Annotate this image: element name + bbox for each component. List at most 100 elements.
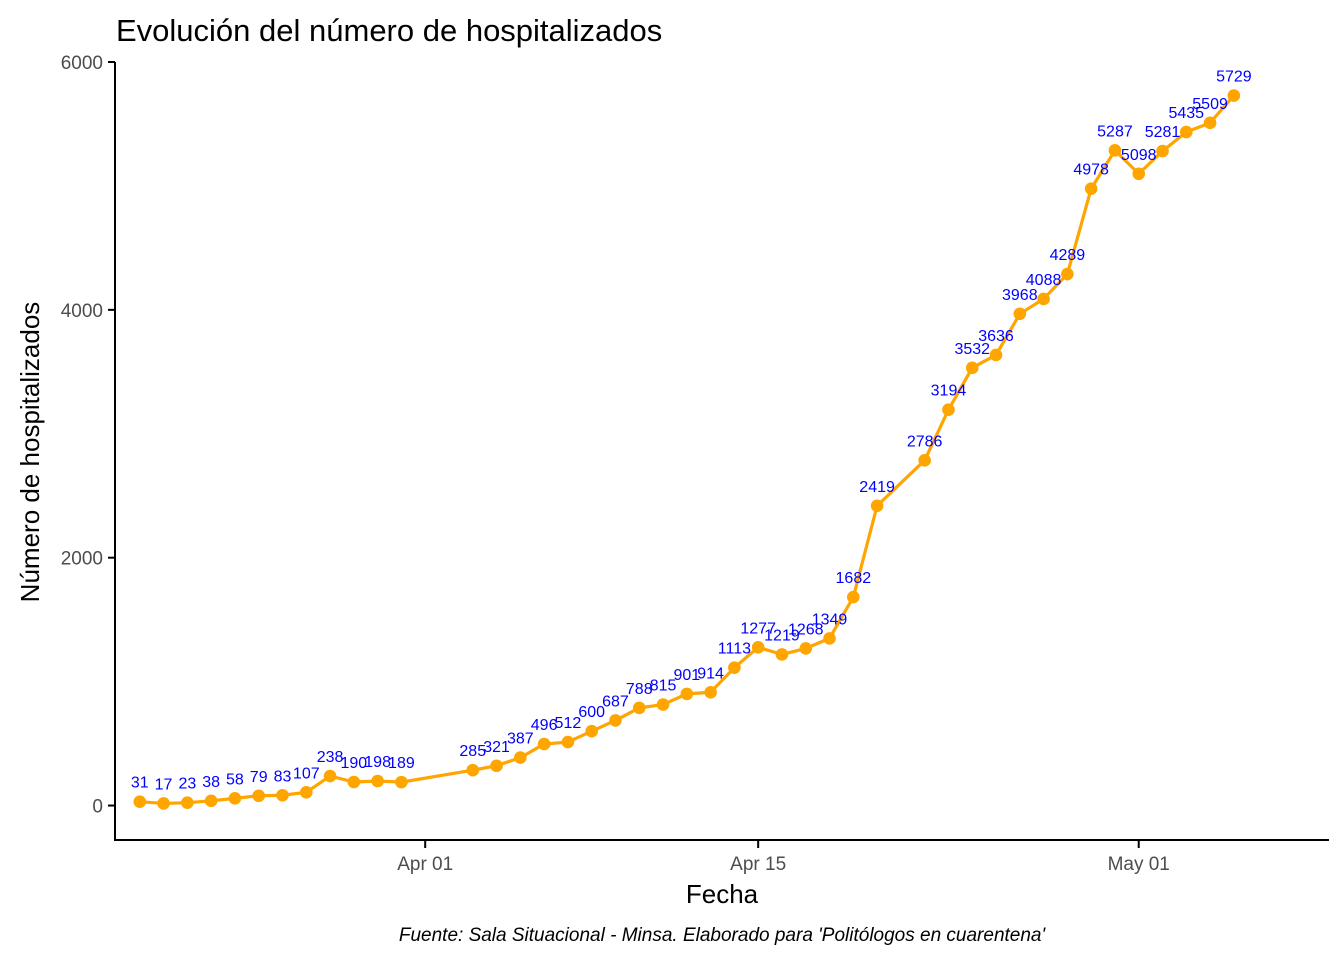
data-label: 5098 — [1121, 147, 1157, 164]
data-label: 4088 — [1026, 272, 1062, 289]
data-label: 285 — [459, 743, 486, 760]
plot-area: 31 17 23 38 58 79 83 10723819019818928532138749… — [131, 69, 1252, 810]
data-point — [1179, 125, 1193, 139]
data-label: 3194 — [931, 383, 967, 400]
data-label: 1349 — [812, 611, 848, 628]
data-point — [823, 632, 836, 645]
data-label: 58 — [226, 771, 244, 788]
data-label: 5435 — [1168, 105, 1204, 122]
data-label: 387 — [507, 731, 534, 748]
data-label: 4978 — [1073, 162, 1109, 179]
data-label: 5281 — [1145, 124, 1181, 141]
data-label: 107 — [293, 765, 320, 782]
data-point — [537, 737, 551, 751]
data-label: 1219 — [764, 627, 800, 644]
data-point — [704, 685, 717, 699]
data-point — [1108, 144, 1122, 157]
data-label: 687 — [602, 693, 629, 710]
data-point — [680, 687, 694, 701]
data-point — [989, 348, 1003, 362]
data-label: 190 — [340, 755, 367, 772]
data-point — [942, 403, 955, 417]
data-point — [276, 788, 289, 802]
data-label: 2786 — [907, 433, 943, 450]
data-label: 5287 — [1097, 123, 1133, 140]
chart-caption: Fuente: Sala Situacional - Minsa. Elabor… — [399, 925, 1047, 946]
data-point — [395, 775, 408, 789]
data-point — [466, 763, 480, 777]
data-point — [1132, 167, 1146, 181]
data-point — [371, 774, 384, 788]
data-point — [561, 735, 575, 749]
chart-title: Evolución del número de hospitalizados — [116, 13, 662, 48]
x-axis-title: Fecha — [686, 879, 759, 909]
data-label: 38 — [202, 774, 220, 791]
data-label: 815 — [650, 678, 677, 695]
y-axis-title: Número de hospitalizados — [15, 302, 45, 603]
data-point — [847, 590, 860, 604]
data-point — [1013, 307, 1027, 321]
y-tick-label: 6000 — [61, 53, 103, 74]
data-point — [585, 724, 598, 738]
x-tick-label: Apr 15 — [730, 854, 786, 875]
data-point — [799, 642, 813, 655]
data-point — [228, 792, 242, 805]
data-point — [490, 759, 503, 773]
data-point — [1037, 292, 1050, 306]
data-point — [181, 796, 194, 809]
data-point — [775, 648, 789, 661]
x-tick-label: May 01 — [1108, 854, 1170, 875]
data-label: 3636 — [978, 328, 1014, 345]
data-point — [870, 499, 884, 513]
data-point — [323, 769, 337, 783]
data-point — [965, 361, 979, 375]
data-point — [1061, 267, 1074, 281]
data-label: 3532 — [954, 341, 990, 358]
data-label: 83 — [274, 768, 292, 785]
data-label: 238 — [317, 749, 344, 766]
data-label: 23 — [178, 776, 196, 793]
data-label: 1682 — [836, 570, 872, 587]
data-label: 5509 — [1192, 96, 1228, 113]
data-point — [609, 714, 622, 727]
data-point — [133, 795, 147, 808]
data-label: 189 — [388, 755, 415, 772]
data-label: 1277 — [740, 620, 776, 637]
data-label: 2419 — [859, 479, 895, 496]
data-label: 198 — [364, 754, 391, 771]
data-point — [751, 640, 765, 654]
data-point — [1203, 116, 1217, 130]
data-point — [918, 453, 931, 467]
data-point — [1084, 182, 1098, 195]
y-tick-label: 4000 — [61, 301, 103, 322]
data-label: 3968 — [1002, 287, 1038, 304]
data-point — [656, 698, 670, 711]
data-label: 79 — [250, 769, 268, 786]
axis-ticks: 0 2000 4000 6000 Apr 01 Apr 15 May 01 — [61, 53, 1170, 875]
data-label: 5729 — [1216, 69, 1252, 86]
data-point — [157, 797, 170, 810]
y-tick-label: 0 — [92, 797, 103, 818]
data-label: 496 — [531, 717, 558, 734]
data-label: 788 — [626, 681, 653, 698]
data-label: 600 — [578, 704, 605, 721]
data-label: 321 — [483, 739, 510, 756]
data-label: 512 — [555, 715, 582, 732]
data-label: 914 — [697, 665, 724, 682]
data-label: 1113 — [718, 641, 751, 658]
x-tick-label: Apr 01 — [397, 854, 453, 875]
data-label: 4289 — [1050, 247, 1086, 264]
data-label: 31 — [131, 775, 149, 792]
data-point — [1227, 89, 1241, 102]
data-point — [632, 701, 646, 715]
data-label: 17 — [155, 776, 173, 793]
data-label: 901 — [673, 667, 700, 684]
data-point — [204, 794, 218, 808]
data-point — [347, 775, 361, 789]
y-tick-label: 2000 — [61, 549, 103, 570]
data-label: 1268 — [788, 621, 824, 638]
data-point — [252, 789, 266, 803]
data-point — [514, 751, 527, 764]
data-point — [1156, 144, 1169, 158]
